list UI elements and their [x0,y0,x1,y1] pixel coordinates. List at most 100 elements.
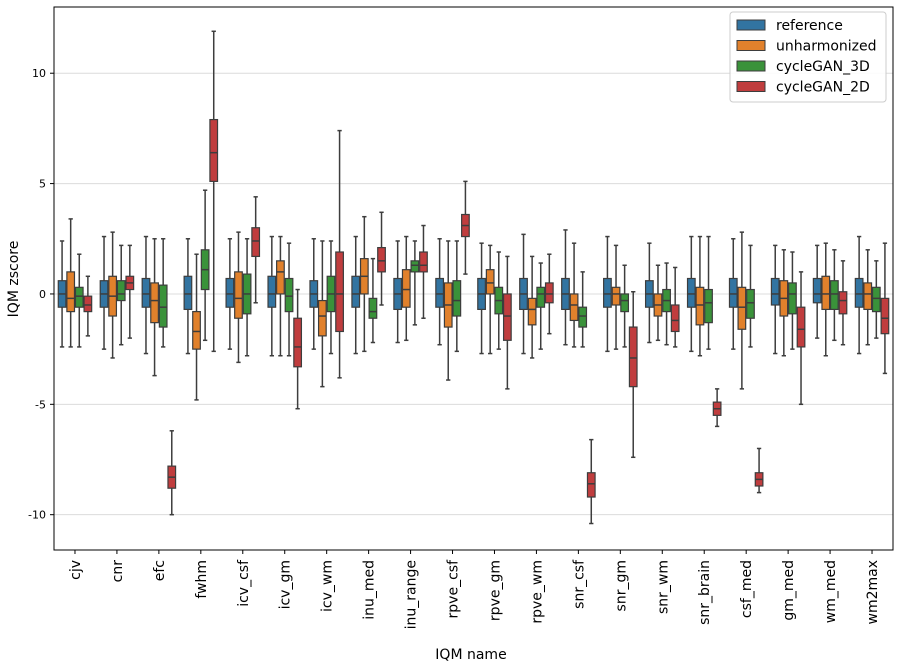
box [242,238,252,357]
box [351,235,361,355]
box [695,235,705,357]
box-iqr [192,311,201,350]
box-iqr [788,282,797,315]
box-iqr [569,293,579,322]
legend-label: reference [776,18,843,34]
box-iqr [746,288,755,319]
box [796,271,806,406]
box-iqr [317,299,327,337]
box [561,229,570,346]
box [770,244,780,355]
box [99,235,109,350]
legend-swatch [736,81,766,92]
box [150,238,159,377]
box [225,238,235,350]
y-tick-label: 10 [32,67,46,80]
box [871,260,881,339]
box-iqr [150,282,159,324]
x-tick-label: efc [152,560,168,581]
box [712,388,722,428]
box [167,430,177,516]
box-iqr [83,295,93,313]
x-tick-label: icv_wm [320,560,336,612]
box [854,235,864,355]
box [234,231,243,364]
y-tick-label: 0 [39,288,46,301]
box-iqr [435,277,445,308]
box [788,251,797,350]
box-iqr [821,275,831,311]
box [737,231,747,390]
y-axis-label: IQM zscore [6,241,22,318]
box [611,244,621,350]
box [863,249,873,346]
gridlines [54,72,893,516]
box [393,240,403,344]
box [108,231,118,359]
legend-item: cycleGAN_3D [736,59,870,75]
box-iqr [770,277,780,306]
box-iqr [686,277,696,308]
box-iqr [377,246,386,273]
box [653,264,663,342]
box-iqr [267,275,277,308]
x-tick-label: snr_brain [697,560,713,625]
box [435,238,445,346]
box [686,235,696,353]
x-tick-label: rpve_wm [529,560,545,624]
legend-frame [729,11,887,103]
box [644,242,654,344]
box-iqr [419,251,428,273]
box [578,271,588,348]
box [620,264,630,348]
box-iqr [863,282,873,311]
box-iqr [812,277,822,304]
x-tick-label: rpve_gm [487,560,503,621]
box-iqr [74,286,84,308]
series-unharmonized [66,215,873,401]
series-cycleGAN_3D [74,189,881,357]
box-iqr [502,293,512,341]
box [821,242,831,357]
box-iqr [829,280,839,311]
box-iqr [66,271,76,313]
box [335,129,344,379]
x-tick-label: wm_med [823,560,839,623]
box [536,262,546,350]
y-axis: -10 -5 0 5 10 [28,67,54,522]
legend-swatch [736,60,766,72]
series-reference [57,229,864,357]
legend-label: unharmonized [776,39,877,55]
plot-frame [53,6,894,551]
box-iqr [293,317,303,368]
box-iqr [116,280,126,302]
box-iqr [880,297,890,335]
box-iqr [401,269,411,308]
box [368,257,378,344]
box-iqr [527,297,537,326]
x-tick-label: icv_gm [278,560,294,609]
y-tick-label: -10 [28,509,46,522]
box [309,238,319,350]
box [200,189,210,342]
box-iqr [351,275,361,308]
box [829,249,839,342]
box [880,242,890,375]
box [746,244,755,348]
x-tick-label: inu_range [404,560,420,629]
box-iqr [183,275,193,311]
x-tick-label: cnr [110,560,126,583]
box [754,447,764,494]
box [284,242,294,357]
x-tick-label: snr_csf [571,559,587,609]
box [502,255,512,390]
box [670,266,680,348]
box [74,253,84,348]
legend-swatch [736,19,766,31]
box-iqr [871,286,881,313]
box [158,238,168,348]
legend-item: cycleGAN_2D [736,80,870,96]
box-iqr [620,293,630,313]
legend-label: cycleGAN_3D [776,59,870,75]
box [267,235,277,357]
